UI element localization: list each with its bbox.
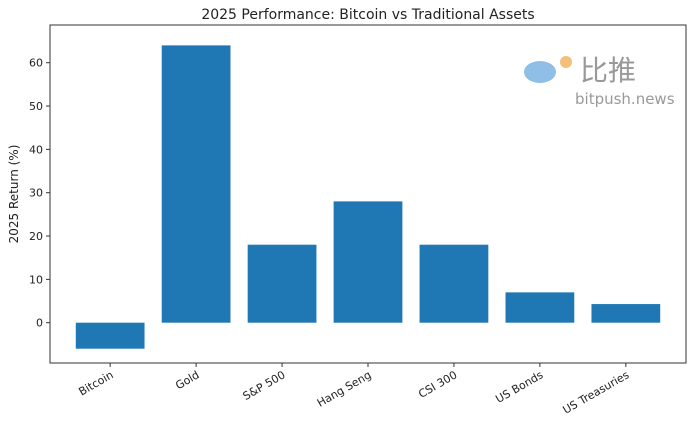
bar-1 bbox=[161, 45, 231, 323]
x-tick-label: Gold bbox=[173, 368, 201, 392]
x-tick-label: US Bonds bbox=[493, 368, 545, 406]
bird-icon bbox=[524, 61, 556, 83]
bar-0 bbox=[75, 322, 145, 349]
y-tick-label: 30 bbox=[29, 187, 43, 200]
x-tick-label: Bitcoin bbox=[76, 368, 115, 398]
x-tick-label: Hang Seng bbox=[315, 368, 374, 409]
plot-frame bbox=[49, 24, 687, 364]
watermark-site: bitpush.news bbox=[575, 90, 675, 108]
bar-2 bbox=[247, 244, 317, 323]
watermark-logo: 比推 bitpush.news bbox=[524, 54, 675, 108]
y-tick-label: 60 bbox=[29, 57, 43, 70]
bar-6 bbox=[591, 304, 661, 323]
y-tick-label: 40 bbox=[29, 143, 43, 156]
chart-title: 2025 Performance: Bitcoin vs Traditional… bbox=[201, 7, 534, 23]
bitcoin-icon bbox=[560, 56, 572, 68]
y-tick-label: 0 bbox=[36, 317, 43, 330]
x-tick-label: CSI 300 bbox=[416, 368, 459, 400]
y-tick-label: 50 bbox=[29, 100, 43, 113]
bar-3 bbox=[333, 201, 403, 323]
bar-4 bbox=[419, 244, 489, 323]
bar-5 bbox=[505, 292, 575, 323]
y-tick-label: 20 bbox=[29, 230, 43, 243]
x-tick-label: US Treasuries bbox=[561, 368, 632, 416]
x-tick-label: S&P 500 bbox=[241, 368, 288, 403]
y-axis-label: 2025 Return (%) bbox=[7, 145, 21, 244]
watermark-cn: 比推 bbox=[580, 54, 636, 87]
y-tick-label: 10 bbox=[29, 273, 43, 286]
